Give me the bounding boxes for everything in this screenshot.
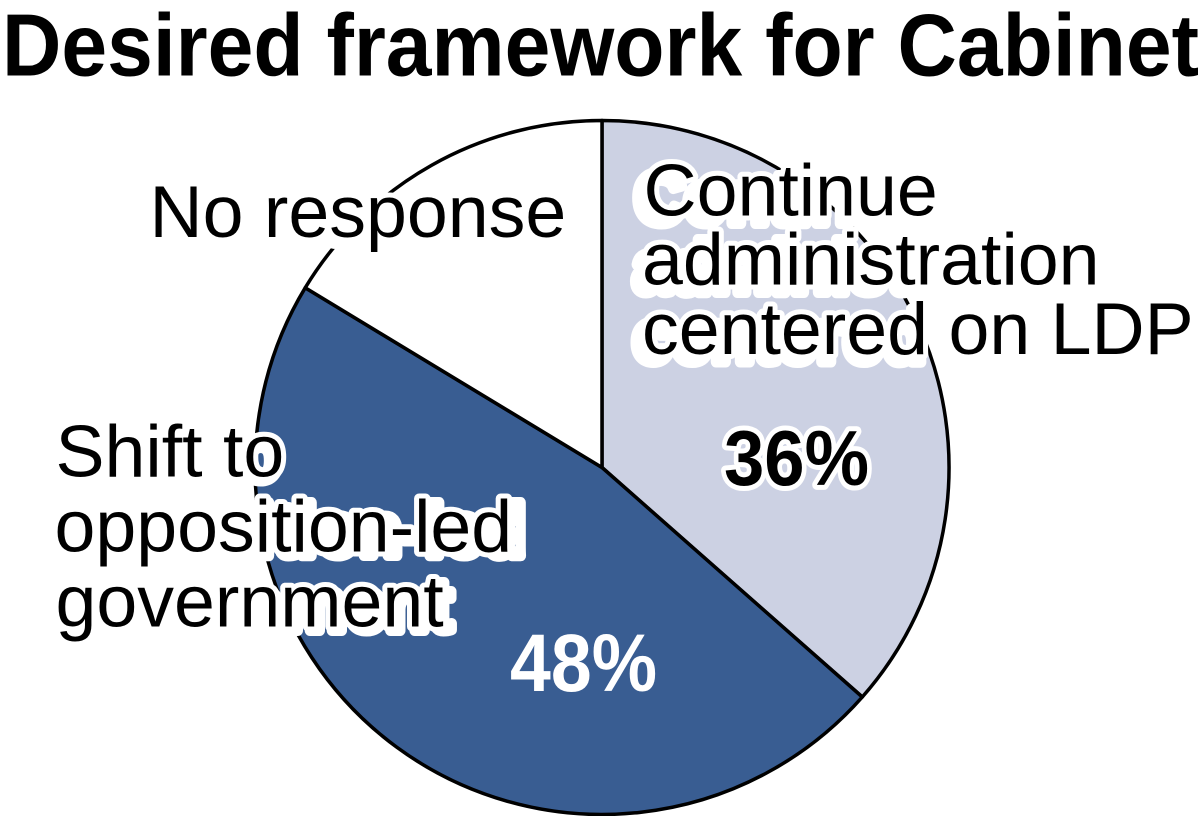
svg-text:36%: 36% <box>724 414 869 502</box>
svg-text:48%: 48% <box>510 618 657 709</box>
svg-text:Shift to: Shift to <box>47 414 282 497</box>
svg-text:centered on LDP: centered on LDP <box>633 295 1191 378</box>
svg-text:Continue: Continue <box>644 149 938 232</box>
svg-text:Continue: Continue <box>635 157 935 240</box>
svg-text:Shift to: Shift to <box>56 410 285 493</box>
svg-text:No response: No response <box>150 170 567 253</box>
svg-text:government: government <box>56 560 444 643</box>
svg-text:government: government <box>47 564 453 647</box>
svg-text:administration: administration <box>633 226 1097 309</box>
svg-text:Desired framework for Cabinet: Desired framework for Cabinet <box>2 0 1199 94</box>
svg-text:No response: No response <box>141 176 563 259</box>
svg-text:centered on LDP: centered on LDP <box>642 287 1194 370</box>
svg-text:opposition-led: opposition-led <box>46 489 526 572</box>
svg-text:administration: administration <box>642 218 1100 301</box>
svg-text:opposition-led: opposition-led <box>55 485 513 568</box>
